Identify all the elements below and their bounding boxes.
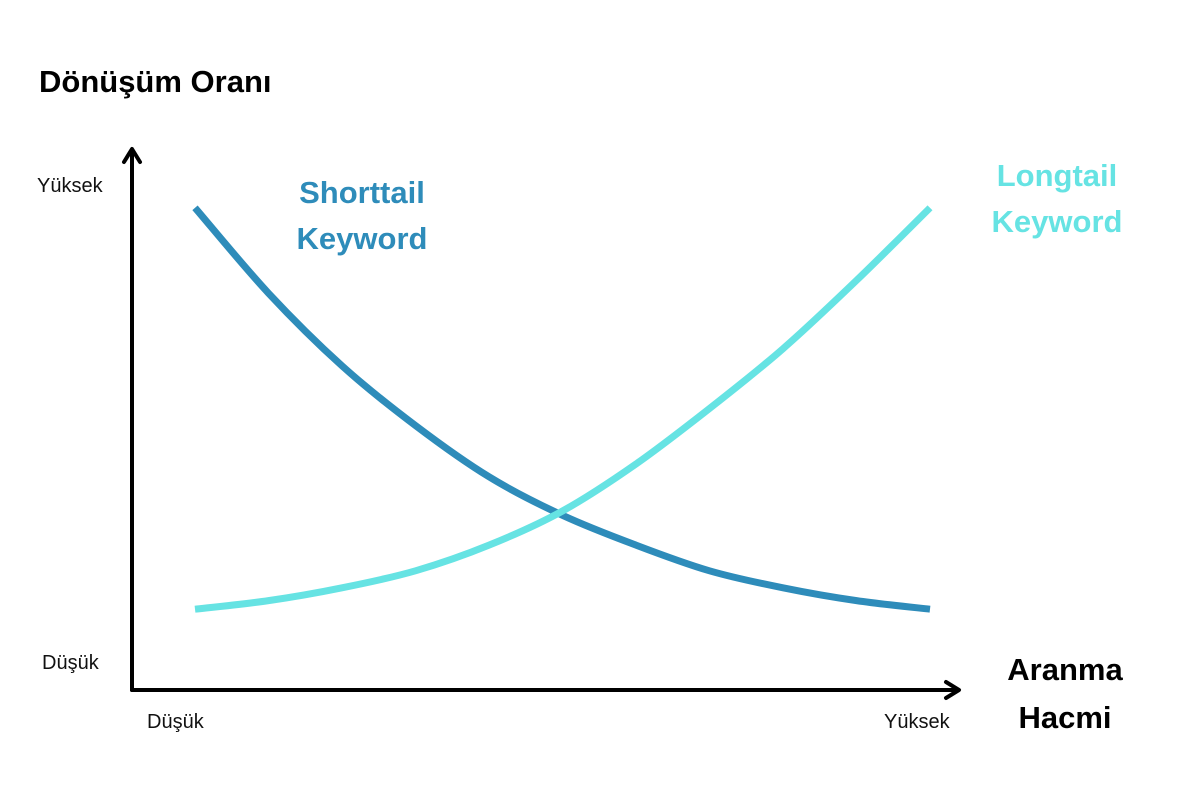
axes [122, 147, 961, 700]
series-label-shorttail: Shorttail Keyword [296, 175, 428, 256]
x-tick-label-high: Yüksek [884, 711, 950, 733]
y-axis-title: Dönüşüm Oranı [39, 64, 272, 99]
x-tick-label-low: Düşük [147, 711, 204, 733]
series-line-longtail [194, 205, 933, 613]
y-axis-arrowhead [122, 147, 142, 164]
series-layer [192, 205, 933, 613]
series-label-longtail: Longtail Keyword [991, 158, 1123, 239]
x-axis-arrowhead [944, 680, 961, 700]
y-tick-label-high: Yüksek [37, 175, 103, 197]
x-axis-title: Aranma Hacmi [1007, 652, 1123, 735]
series-line-shorttail [192, 205, 931, 613]
y-tick-label-low: Düşük [42, 652, 99, 674]
